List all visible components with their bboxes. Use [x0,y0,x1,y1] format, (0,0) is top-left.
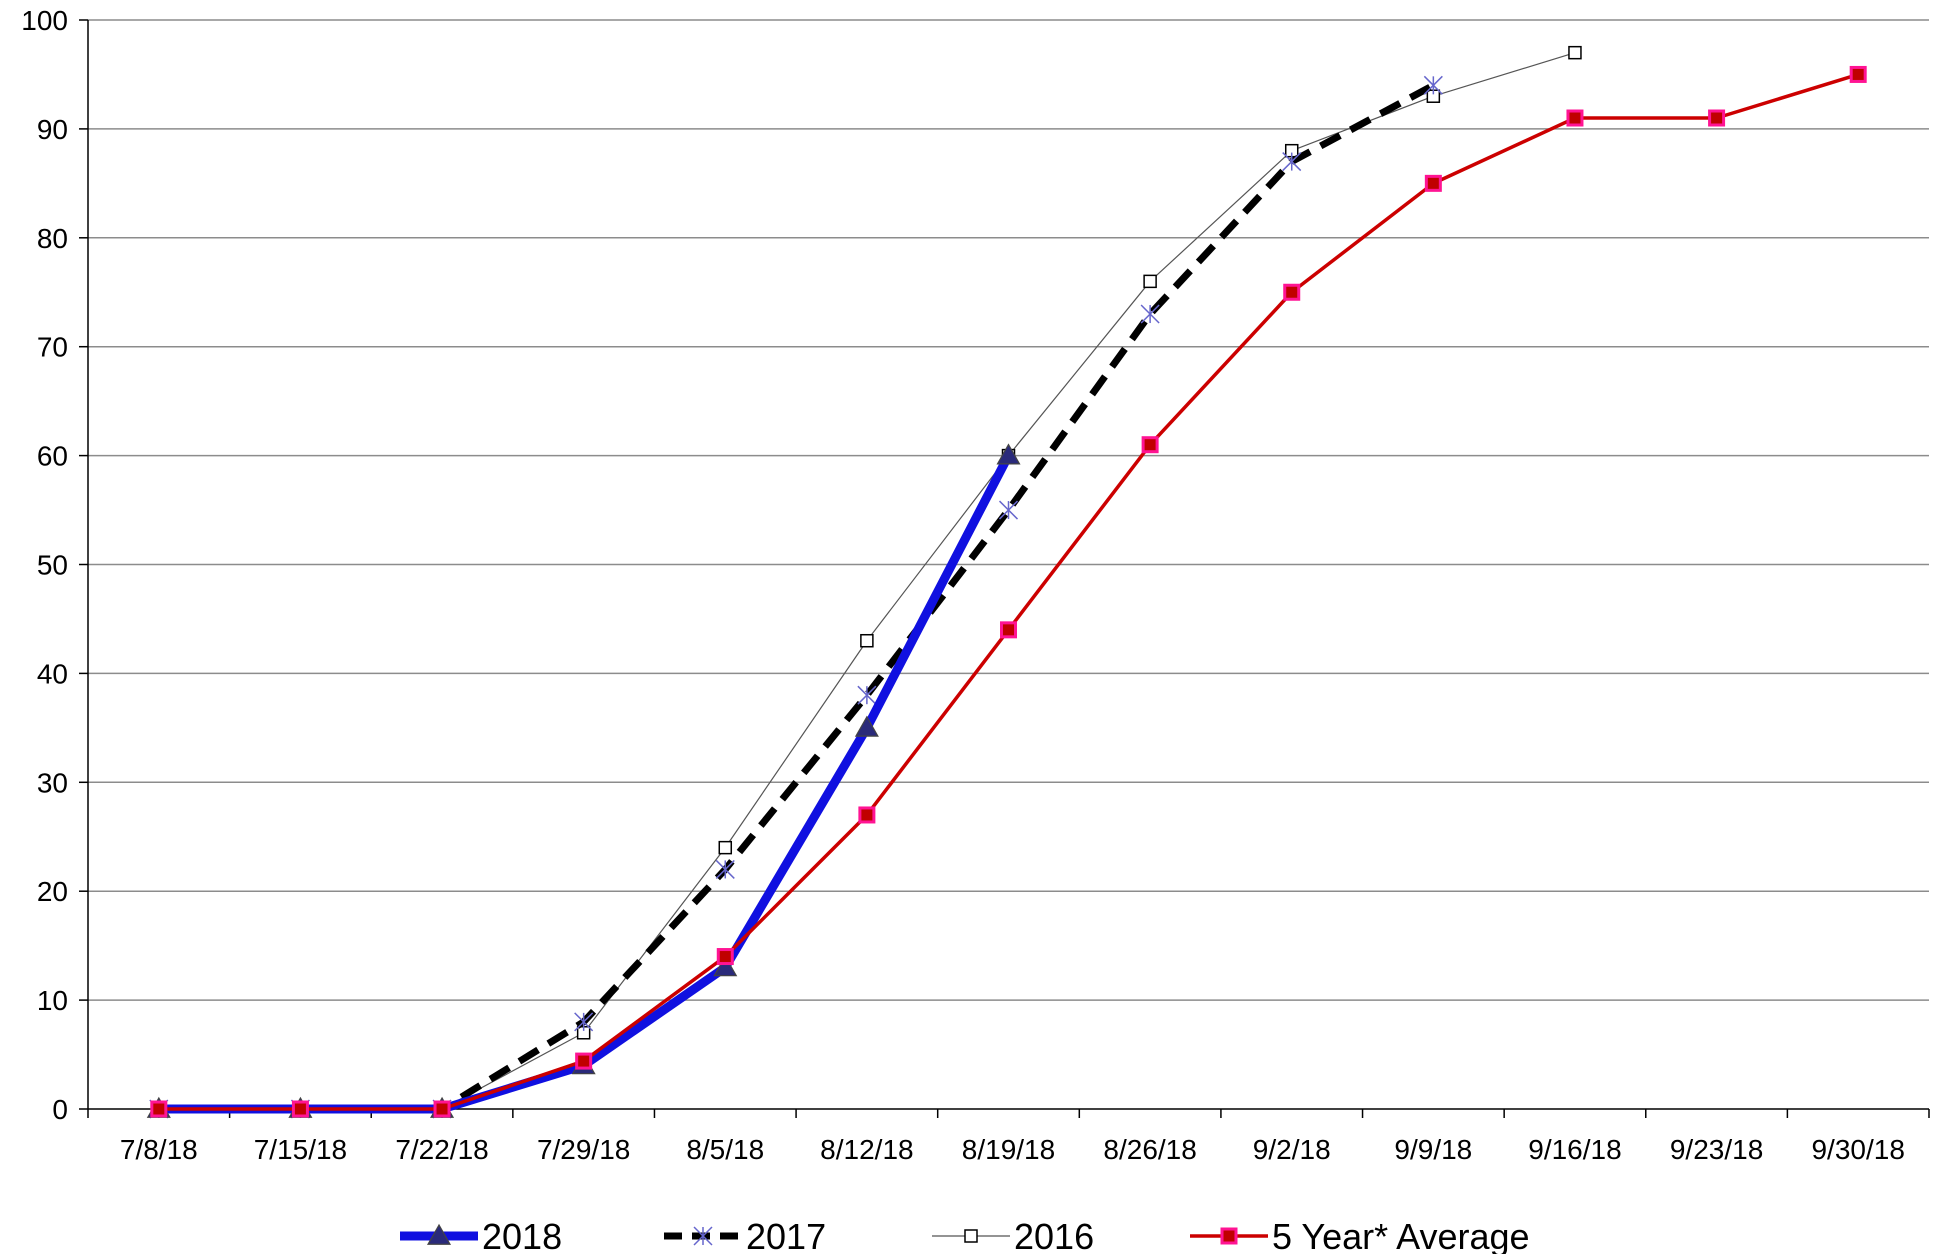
data-point [996,443,1021,465]
data-point [1849,65,1867,83]
data-point [1423,75,1443,95]
legend-item: 2017 [664,1216,826,1254]
data-point [1568,45,1582,60]
data-point [1566,109,1584,127]
y-tick-labels: 0 10 20 30 40 50 60 70 80 90 100 [21,5,68,1125]
data-point [1143,274,1157,289]
legend-item: 2018 [400,1216,562,1254]
y-tick-label: 10 [37,985,68,1016]
data-point [574,1012,594,1032]
y-tick-label: 90 [37,114,68,145]
series-line [158,72,1859,1111]
x-tick-label: 7/22/18 [395,1134,488,1165]
data-point [433,1100,451,1118]
x-tick-label: 7/8/18 [120,1134,198,1165]
y-tick-label: 100 [21,5,68,36]
series-2016 [152,45,1582,1116]
series-5-year-average [150,65,1867,1118]
legend-item: 2016 [932,1216,1094,1254]
x-tick-label: 9/16/18 [1528,1134,1621,1165]
x-tick-label: 7/15/18 [254,1134,347,1165]
data-point [1424,174,1442,192]
data-point [1283,283,1301,301]
x-tick-label: 9/23/18 [1670,1134,1763,1165]
x-tick-labels: 7/8/18 7/15/18 7/22/18 7/29/18 8/5/18 8/12/18… [120,1134,1905,1165]
x-tick-label: 8/19/18 [962,1134,1055,1165]
series-line [158,52,1576,1110]
legend-label: 2018 [482,1216,562,1254]
legend-label: 2017 [746,1216,826,1254]
legend-item: 5 Year* Average [1190,1216,1530,1254]
x-tick-label: 9/30/18 [1811,1134,1904,1165]
data-point [1000,621,1017,639]
y-tick-label: 50 [37,550,68,581]
legend-label: 2016 [1014,1216,1094,1254]
data-point [718,840,733,855]
data-point [964,1229,978,1243]
data-point [1140,304,1160,324]
x-tick-label: 9/2/18 [1253,1134,1331,1165]
series-line [158,82,1436,1113]
y-tick-label: 60 [37,441,68,472]
data-point [715,859,735,879]
axes [79,19,1930,1118]
series-2017 [149,75,1443,1119]
x-tick-label: 9/9/18 [1394,1134,1472,1165]
data-point [858,806,876,824]
y-tick-label: 20 [37,876,68,907]
y-tick-label: 80 [37,223,68,254]
data-point [575,1052,593,1070]
x-tick-label: 8/12/18 [820,1134,913,1165]
data-point [1282,152,1302,172]
data-point [713,955,738,977]
data-point [998,500,1019,520]
y-tick-label: 70 [37,332,68,363]
x-tick-label: 7/29/18 [537,1134,630,1165]
data-point [716,948,734,966]
data-point [854,715,879,737]
legend: 2018 2017 2016 5 Year* Average [400,1216,1530,1254]
x-tick-label: 8/5/18 [686,1134,764,1165]
data-point [291,1100,309,1118]
y-tick-label: 30 [37,767,68,798]
data-point [860,633,874,648]
data-point [426,1223,452,1245]
series-layer [146,45,1867,1119]
data-point [1141,436,1159,454]
data-point [857,685,877,705]
data-point [150,1100,168,1118]
legend-label: 5 Year* Average [1272,1216,1530,1254]
data-point [693,1226,713,1246]
y-tick-label: 0 [52,1094,68,1125]
y-tick-label: 40 [37,658,68,689]
data-point [1708,109,1726,127]
x-tick-label: 8/26/18 [1103,1134,1196,1165]
data-point [1220,1227,1238,1245]
